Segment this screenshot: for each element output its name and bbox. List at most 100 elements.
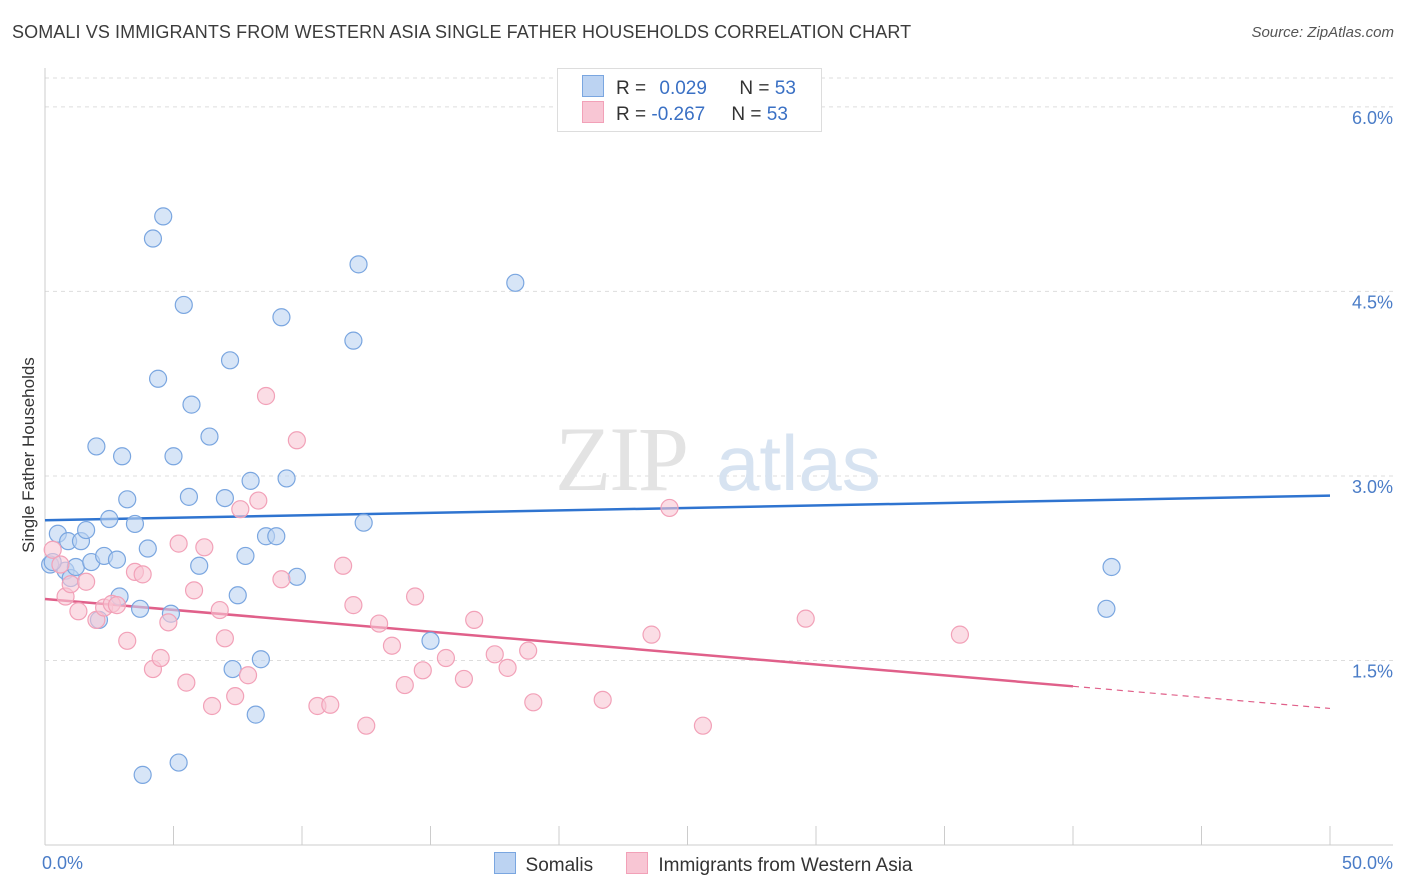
data-point bbox=[436, 648, 456, 668]
data-point bbox=[287, 431, 306, 450]
legend-r-label: R = bbox=[616, 104, 652, 125]
data-point bbox=[133, 765, 152, 784]
legend: R = 0.029 N = 53 R = -0.267 N = 53 bbox=[557, 68, 822, 132]
data-point bbox=[112, 447, 132, 466]
data-point bbox=[169, 534, 188, 553]
data-point bbox=[43, 540, 62, 559]
data-point bbox=[272, 308, 291, 327]
bottom-legend-somalis: Somalis bbox=[493, 852, 594, 877]
x-tick-label: 0.0% bbox=[42, 853, 83, 873]
data-point bbox=[236, 546, 255, 566]
data-point bbox=[238, 666, 258, 685]
data-point bbox=[159, 613, 178, 632]
data-point bbox=[177, 673, 196, 692]
data-point bbox=[133, 565, 152, 584]
data-point bbox=[344, 596, 363, 615]
data-point bbox=[190, 556, 209, 575]
data-point bbox=[506, 273, 525, 292]
chart-title: SOMALI VS IMMIGRANTS FROM WESTERN ASIA S… bbox=[12, 22, 912, 42]
data-point bbox=[485, 645, 504, 664]
data-point bbox=[287, 567, 306, 586]
data-point bbox=[642, 625, 661, 644]
series-0-points bbox=[41, 207, 1121, 784]
data-point bbox=[143, 229, 163, 248]
data-points bbox=[41, 207, 1121, 784]
bottom-legend-label-somalis: Somalis bbox=[525, 855, 594, 876]
legend-r-label: R = bbox=[616, 78, 652, 99]
data-point bbox=[498, 658, 517, 677]
data-point bbox=[251, 650, 270, 669]
data-point bbox=[195, 538, 214, 557]
source-label: Source: ZipAtlas.com bbox=[1251, 24, 1394, 41]
series-1-points bbox=[43, 386, 970, 735]
data-point bbox=[215, 629, 234, 648]
data-point bbox=[357, 716, 376, 735]
data-point bbox=[77, 520, 96, 540]
x-tick-label: 50.0% bbox=[1342, 853, 1393, 873]
x-tick-labels: 0.0% 50.0% bbox=[42, 853, 1393, 873]
data-point bbox=[130, 599, 150, 618]
bottom-legend-western-asia: Immigrants from Western Asia bbox=[626, 852, 912, 877]
data-point bbox=[344, 331, 363, 350]
data-point bbox=[413, 661, 432, 680]
data-point bbox=[321, 695, 340, 714]
data-point bbox=[349, 255, 368, 274]
data-point bbox=[334, 556, 353, 575]
legend-n-label: N = bbox=[739, 78, 775, 99]
data-point bbox=[215, 488, 234, 508]
bottom-legend-label-western-asia: Immigrants from Western Asia bbox=[658, 855, 913, 876]
legend-row-somalis: R = 0.029 N = 53 bbox=[582, 75, 796, 101]
data-point bbox=[660, 498, 679, 518]
legend-swatch-western-asia bbox=[582, 101, 604, 123]
data-point bbox=[228, 586, 247, 605]
data-point bbox=[223, 659, 242, 679]
data-point bbox=[1097, 599, 1116, 618]
data-point bbox=[693, 716, 713, 735]
data-point bbox=[169, 753, 188, 772]
data-point bbox=[118, 490, 137, 509]
data-point bbox=[210, 600, 229, 620]
data-point bbox=[796, 609, 815, 628]
grid-lines bbox=[45, 77, 1393, 661]
data-point bbox=[148, 369, 168, 388]
data-point bbox=[249, 491, 268, 510]
watermark-atlas: atlas bbox=[716, 419, 881, 507]
data-point bbox=[382, 636, 402, 655]
data-point bbox=[246, 705, 265, 724]
data-point bbox=[231, 500, 250, 519]
data-point bbox=[87, 437, 106, 456]
data-point bbox=[354, 513, 373, 532]
data-point bbox=[77, 572, 96, 591]
data-point bbox=[100, 509, 119, 529]
data-point bbox=[182, 395, 201, 414]
data-point bbox=[69, 602, 88, 621]
data-point bbox=[465, 610, 484, 629]
data-point bbox=[1102, 557, 1121, 577]
legend-r-value: -0.267 bbox=[651, 104, 706, 125]
bottom-legend-swatch-western-asia bbox=[626, 852, 649, 874]
y-tick-label: 3.0% bbox=[1352, 477, 1393, 497]
data-point bbox=[256, 386, 276, 406]
data-point bbox=[241, 471, 260, 490]
y-tick-label: 6.0% bbox=[1352, 108, 1393, 128]
legend-swatch-somalis bbox=[582, 75, 604, 97]
data-point bbox=[405, 587, 425, 606]
data-point bbox=[151, 648, 170, 668]
bottom-legend-swatch-somalis bbox=[493, 852, 516, 874]
bottom-legend: Somalis Immigrants from Western Asia bbox=[0, 852, 1406, 877]
trend-line-extension-series-1 bbox=[1072, 685, 1331, 710]
data-point bbox=[519, 641, 538, 660]
data-point bbox=[220, 351, 240, 370]
data-point bbox=[118, 631, 137, 650]
y-tick-labels: 1.5% 3.0% 4.5% 6.0% bbox=[1352, 108, 1393, 682]
legend-n-value: 53 bbox=[766, 104, 788, 125]
data-point bbox=[267, 527, 286, 546]
trend-line-series-1 bbox=[44, 597, 1074, 688]
data-point bbox=[370, 614, 389, 633]
data-point bbox=[202, 696, 222, 716]
y-tick-label: 1.5% bbox=[1352, 661, 1393, 681]
data-point bbox=[277, 469, 296, 488]
data-point bbox=[395, 675, 414, 695]
legend-n-label: N = bbox=[731, 104, 767, 125]
